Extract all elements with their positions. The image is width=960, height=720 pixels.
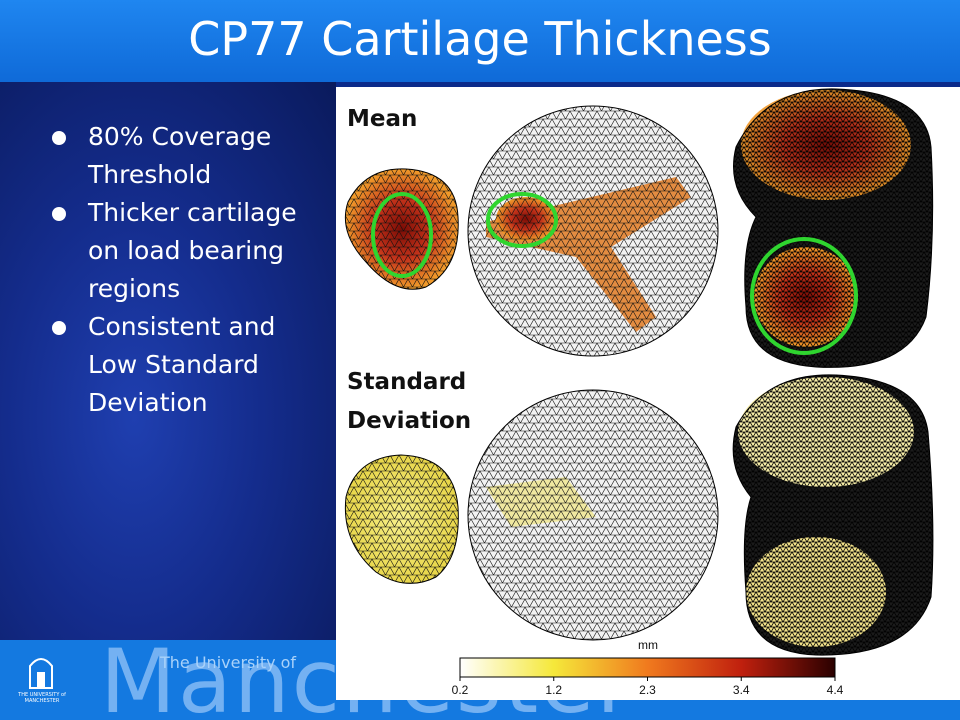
bullet: Consistent and Low Standard Deviation bbox=[52, 308, 322, 422]
slide-title: CP77 Cartilage Thickness bbox=[188, 12, 772, 66]
colorbar-tick-label: 0.2 bbox=[452, 683, 469, 697]
bullet-list: 80% Coverage Threshold Thicker cartilage… bbox=[52, 118, 322, 422]
crest bbox=[29, 658, 53, 689]
panel-label: Standard bbox=[347, 369, 466, 395]
title-bar bbox=[0, 0, 960, 82]
colorbar-tick-label: 1.2 bbox=[545, 683, 562, 697]
colorbar-tick-label: 4.4 bbox=[827, 683, 844, 697]
left-panel bbox=[0, 82, 336, 642]
logo-text: THE UNIVERSITY of MANCHESTER bbox=[18, 692, 66, 704]
colorbar-tick-label: 2.3 bbox=[639, 683, 656, 697]
colorbar-unit: mm bbox=[638, 638, 658, 652]
bullet: Thicker cartilage on load bearing region… bbox=[52, 194, 322, 308]
bullet: 80% Coverage Threshold bbox=[52, 118, 322, 194]
figure: Mean Standard Deviation mm 0.2 1.2 2.3 3.4 4… bbox=[336, 87, 960, 700]
colorbar bbox=[459, 657, 836, 678]
university-prefix: The University of bbox=[160, 653, 297, 672]
panel-label: Deviation bbox=[347, 408, 471, 434]
colorbar-tick-label: 3.4 bbox=[733, 683, 750, 697]
panel-label: Mean bbox=[347, 106, 417, 132]
